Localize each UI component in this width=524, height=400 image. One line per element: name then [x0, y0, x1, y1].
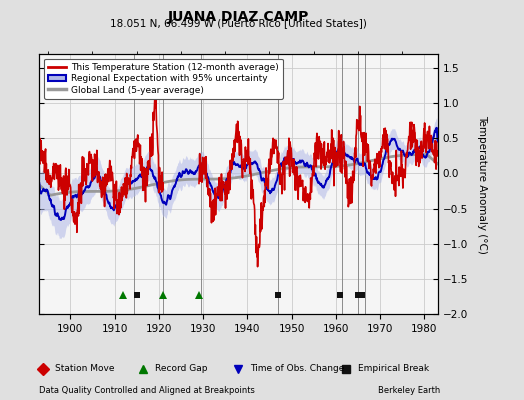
- Text: Data Quality Controlled and Aligned at Breakpoints: Data Quality Controlled and Aligned at B…: [39, 386, 255, 395]
- Text: Time of Obs. Change: Time of Obs. Change: [250, 364, 345, 373]
- Text: Berkeley Earth: Berkeley Earth: [378, 386, 440, 395]
- Text: JUANA DIAZ CAMP: JUANA DIAZ CAMP: [168, 10, 309, 24]
- Text: Empirical Break: Empirical Break: [358, 364, 429, 373]
- Text: 18.051 N, 66.499 W (Puerto Rico [United States]): 18.051 N, 66.499 W (Puerto Rico [United …: [110, 18, 367, 28]
- Text: Record Gap: Record Gap: [155, 364, 208, 373]
- Text: Station Move: Station Move: [55, 364, 115, 373]
- Y-axis label: Temperature Anomaly (°C): Temperature Anomaly (°C): [477, 114, 487, 254]
- Legend: This Temperature Station (12-month average), Regional Expectation with 95% uncer: This Temperature Station (12-month avera…: [44, 58, 283, 99]
